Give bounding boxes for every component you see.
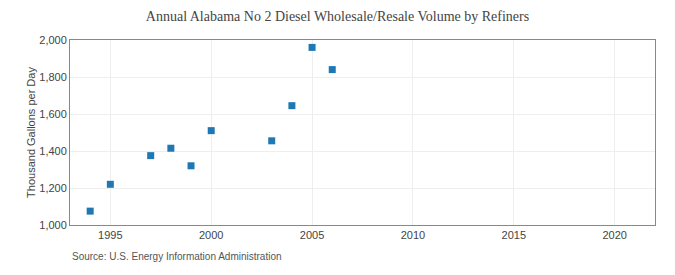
svg-text:1,200: 1,200 [39,182,67,194]
svg-text:2000: 2000 [199,229,223,241]
svg-text:2005: 2005 [300,229,324,241]
svg-text:1,800: 1,800 [39,71,67,83]
svg-text:2,000: 2,000 [39,34,67,46]
svg-text:1995: 1995 [98,229,122,241]
svg-text:Thousand Gallons per Day: Thousand Gallons per Day [25,67,37,198]
svg-text:1,000: 1,000 [39,219,67,231]
svg-text:2010: 2010 [401,229,425,241]
svg-text:1,600: 1,600 [39,108,67,120]
svg-text:2020: 2020 [602,229,626,241]
svg-text:1,400: 1,400 [39,145,67,157]
svg-text:2015: 2015 [502,229,526,241]
svg-text:Annual Alabama No 2 Diesel Who: Annual Alabama No 2 Diesel Wholesale/Res… [146,9,529,24]
svg-text:Source: U.S. Energy Informatio: Source: U.S. Energy Information Administ… [72,251,282,262]
